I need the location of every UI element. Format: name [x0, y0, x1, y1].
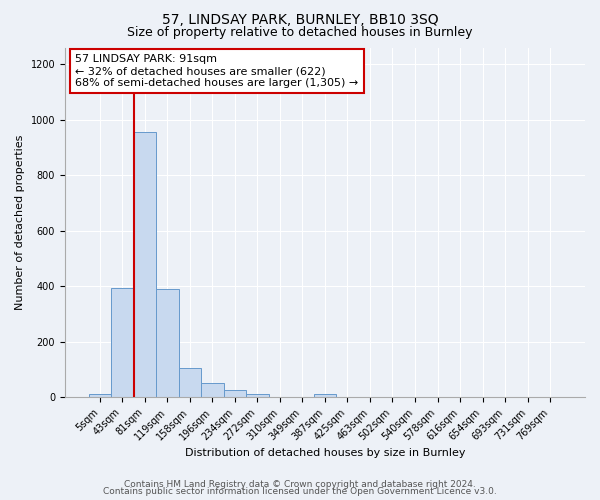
- Text: Size of property relative to detached houses in Burnley: Size of property relative to detached ho…: [127, 26, 473, 39]
- Text: 57 LINDSAY PARK: 91sqm
← 32% of detached houses are smaller (622)
68% of semi-de: 57 LINDSAY PARK: 91sqm ← 32% of detached…: [76, 54, 359, 88]
- X-axis label: Distribution of detached houses by size in Burnley: Distribution of detached houses by size …: [185, 448, 465, 458]
- Text: 57, LINDSAY PARK, BURNLEY, BB10 3SQ: 57, LINDSAY PARK, BURNLEY, BB10 3SQ: [161, 12, 439, 26]
- Bar: [179, 368, 201, 397]
- Text: Contains HM Land Registry data © Crown copyright and database right 2024.: Contains HM Land Registry data © Crown c…: [124, 480, 476, 489]
- Bar: [201, 384, 224, 397]
- Bar: [111, 288, 134, 397]
- Bar: [156, 289, 179, 397]
- Text: Contains public sector information licensed under the Open Government Licence v3: Contains public sector information licen…: [103, 488, 497, 496]
- Bar: [224, 390, 246, 397]
- Bar: [89, 394, 111, 397]
- Bar: [314, 394, 336, 397]
- Bar: [246, 394, 269, 397]
- Bar: [134, 132, 156, 397]
- Y-axis label: Number of detached properties: Number of detached properties: [15, 134, 25, 310]
